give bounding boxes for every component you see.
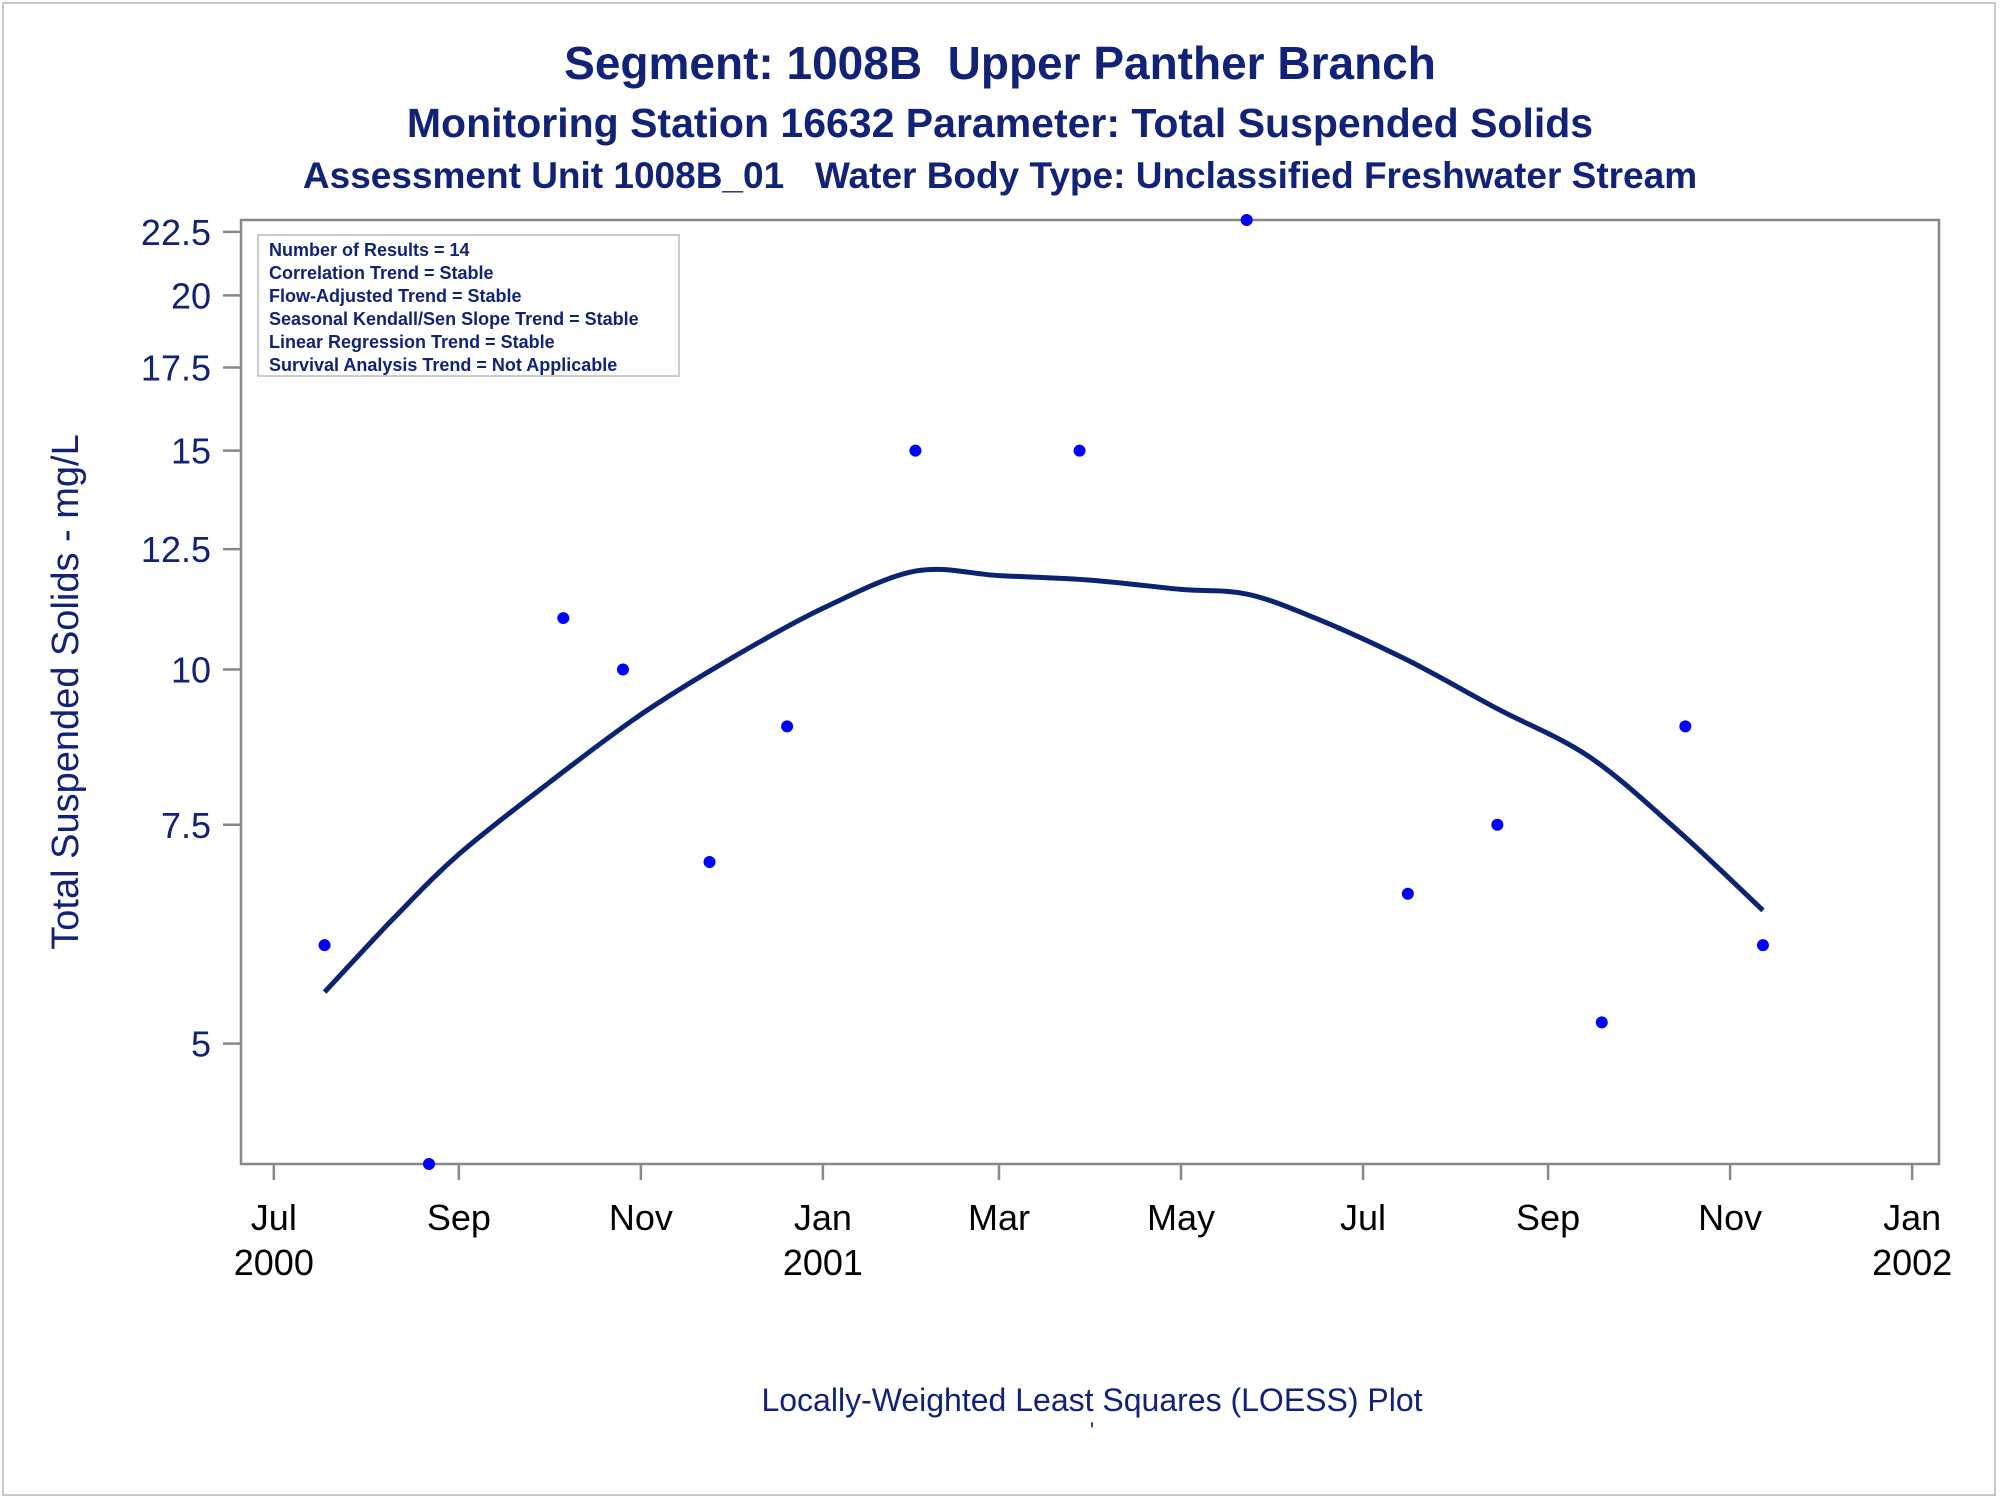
trend-info-line: Linear Regression Trend = Stable xyxy=(269,332,555,352)
y-tick-label: 10 xyxy=(171,650,211,691)
footnote-mark: ' xyxy=(1089,1418,1095,1443)
loess-curve xyxy=(322,566,1765,994)
x-tick-label: Jan xyxy=(1883,1197,1941,1238)
data-point xyxy=(318,939,331,952)
trend-info-box-border xyxy=(257,234,680,377)
data-point xyxy=(909,444,922,457)
data-point xyxy=(1240,214,1253,226)
y-tick-label: 15 xyxy=(171,431,211,472)
trend-info-line: Number of Results = 14 xyxy=(269,240,470,260)
y-tick-label: 12.5 xyxy=(141,529,211,570)
data-point xyxy=(423,1158,436,1170)
data-point xyxy=(1491,818,1504,831)
x-tick-year-label: 2002 xyxy=(1872,1242,1952,1283)
loess-curve-layer xyxy=(322,566,1765,994)
y-axis: 5 7.5 10 12.5 15 17.5 20 22.5 xyxy=(141,212,241,1065)
plot-area xyxy=(239,218,1941,1166)
x-tick-label: May xyxy=(1147,1197,1215,1238)
chart-title: Segment: 1008B Upper Panther Branch xyxy=(564,37,1436,89)
x-tick-label: Jul xyxy=(1340,1197,1386,1238)
data-point xyxy=(1756,939,1769,952)
x-tick-label: Jul xyxy=(251,1197,297,1238)
y-tick-label: 22.5 xyxy=(141,212,211,253)
chart-subtitle-2: Assessment Unit 1008B_01 Water Body Type… xyxy=(302,155,1698,196)
x-tick-label: Jan xyxy=(794,1197,852,1238)
x-tick-label: Sep xyxy=(1516,1197,1580,1238)
y-axis-label: Total Suspended Solids - mg/L xyxy=(45,434,87,949)
data-point xyxy=(781,720,794,733)
data-point xyxy=(1679,720,1692,733)
trend-info-line: Survival Analysis Trend = Not Applicable xyxy=(269,355,617,375)
data-point xyxy=(703,855,716,868)
chart-subtitle: Monitoring Station 16632 Parameter: Tota… xyxy=(406,100,1594,146)
data-point xyxy=(616,663,629,676)
data-point xyxy=(1073,444,1086,457)
x-tick-label: Nov xyxy=(1698,1197,1762,1238)
trend-info-box: Number of Results = 14 Correlation Trend … xyxy=(257,234,680,377)
data-point xyxy=(1595,1016,1608,1029)
y-tick-label: 7.5 xyxy=(161,805,211,846)
y-tick-label: 5 xyxy=(191,1024,211,1065)
x-tick-label: Mar xyxy=(968,1197,1030,1238)
data-points-layer xyxy=(318,214,1769,1170)
y-tick-label: 17.5 xyxy=(141,347,211,388)
x-tick-year-label: 2001 xyxy=(783,1242,863,1283)
footnote: Locally-Weighted Least Squares (LOESS) P… xyxy=(761,1382,1423,1418)
data-point xyxy=(1401,887,1414,900)
trend-info-line: Seasonal Kendall/Sen Slope Trend = Stabl… xyxy=(269,309,639,329)
x-tick-label: Nov xyxy=(609,1197,673,1238)
trend-info-line: Correlation Trend = Stable xyxy=(269,263,494,283)
data-point xyxy=(557,612,570,625)
y-tick-label: 20 xyxy=(171,275,211,316)
trend-info-line: Flow-Adjusted Trend = Stable xyxy=(269,286,522,306)
x-tick-label: Sep xyxy=(427,1197,491,1238)
x-tick-year-label: 2000 xyxy=(234,1242,314,1283)
